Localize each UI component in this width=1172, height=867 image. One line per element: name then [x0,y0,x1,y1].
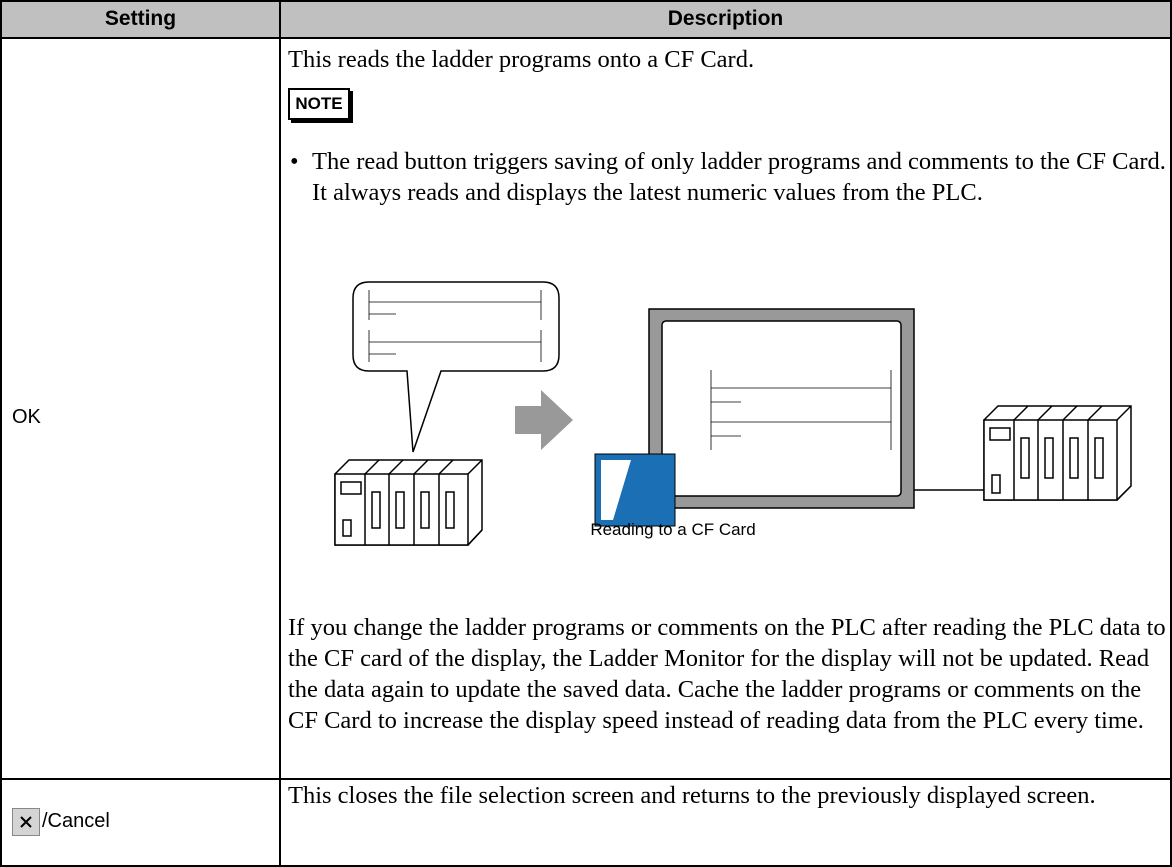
figure: Reading to a CF Card [334,281,1132,546]
border [0,865,1172,867]
header-description: Description [281,1,1170,37]
arrow [515,390,573,450]
header-setting: Setting [2,1,279,37]
setting-cancel: /Cancel [42,810,110,832]
border [0,0,1172,2]
display [648,308,915,509]
cancel-description: This closes the file selection screen an… [288,782,1096,809]
setting-ok: OK [12,406,41,428]
border [1170,0,1172,867]
plc-left [334,459,483,546]
cancel-icon [12,808,40,836]
cf-card [594,453,676,527]
plc-right [983,405,1132,501]
note-label: NOTE [288,88,350,120]
note-text: The read button triggers saving of only … [290,146,1172,208]
border [279,0,281,867]
note-list: The read button triggers saving of only … [288,146,1172,208]
border [0,37,1172,39]
description-text: If you change the ladder programs or com… [288,614,1166,734]
border [0,0,2,867]
caption: Reading to a CF Card [590,520,755,539]
intro: This reads the ladder programs onto a CF… [288,46,755,73]
border [0,778,1172,780]
speech-bubble [352,281,560,453]
